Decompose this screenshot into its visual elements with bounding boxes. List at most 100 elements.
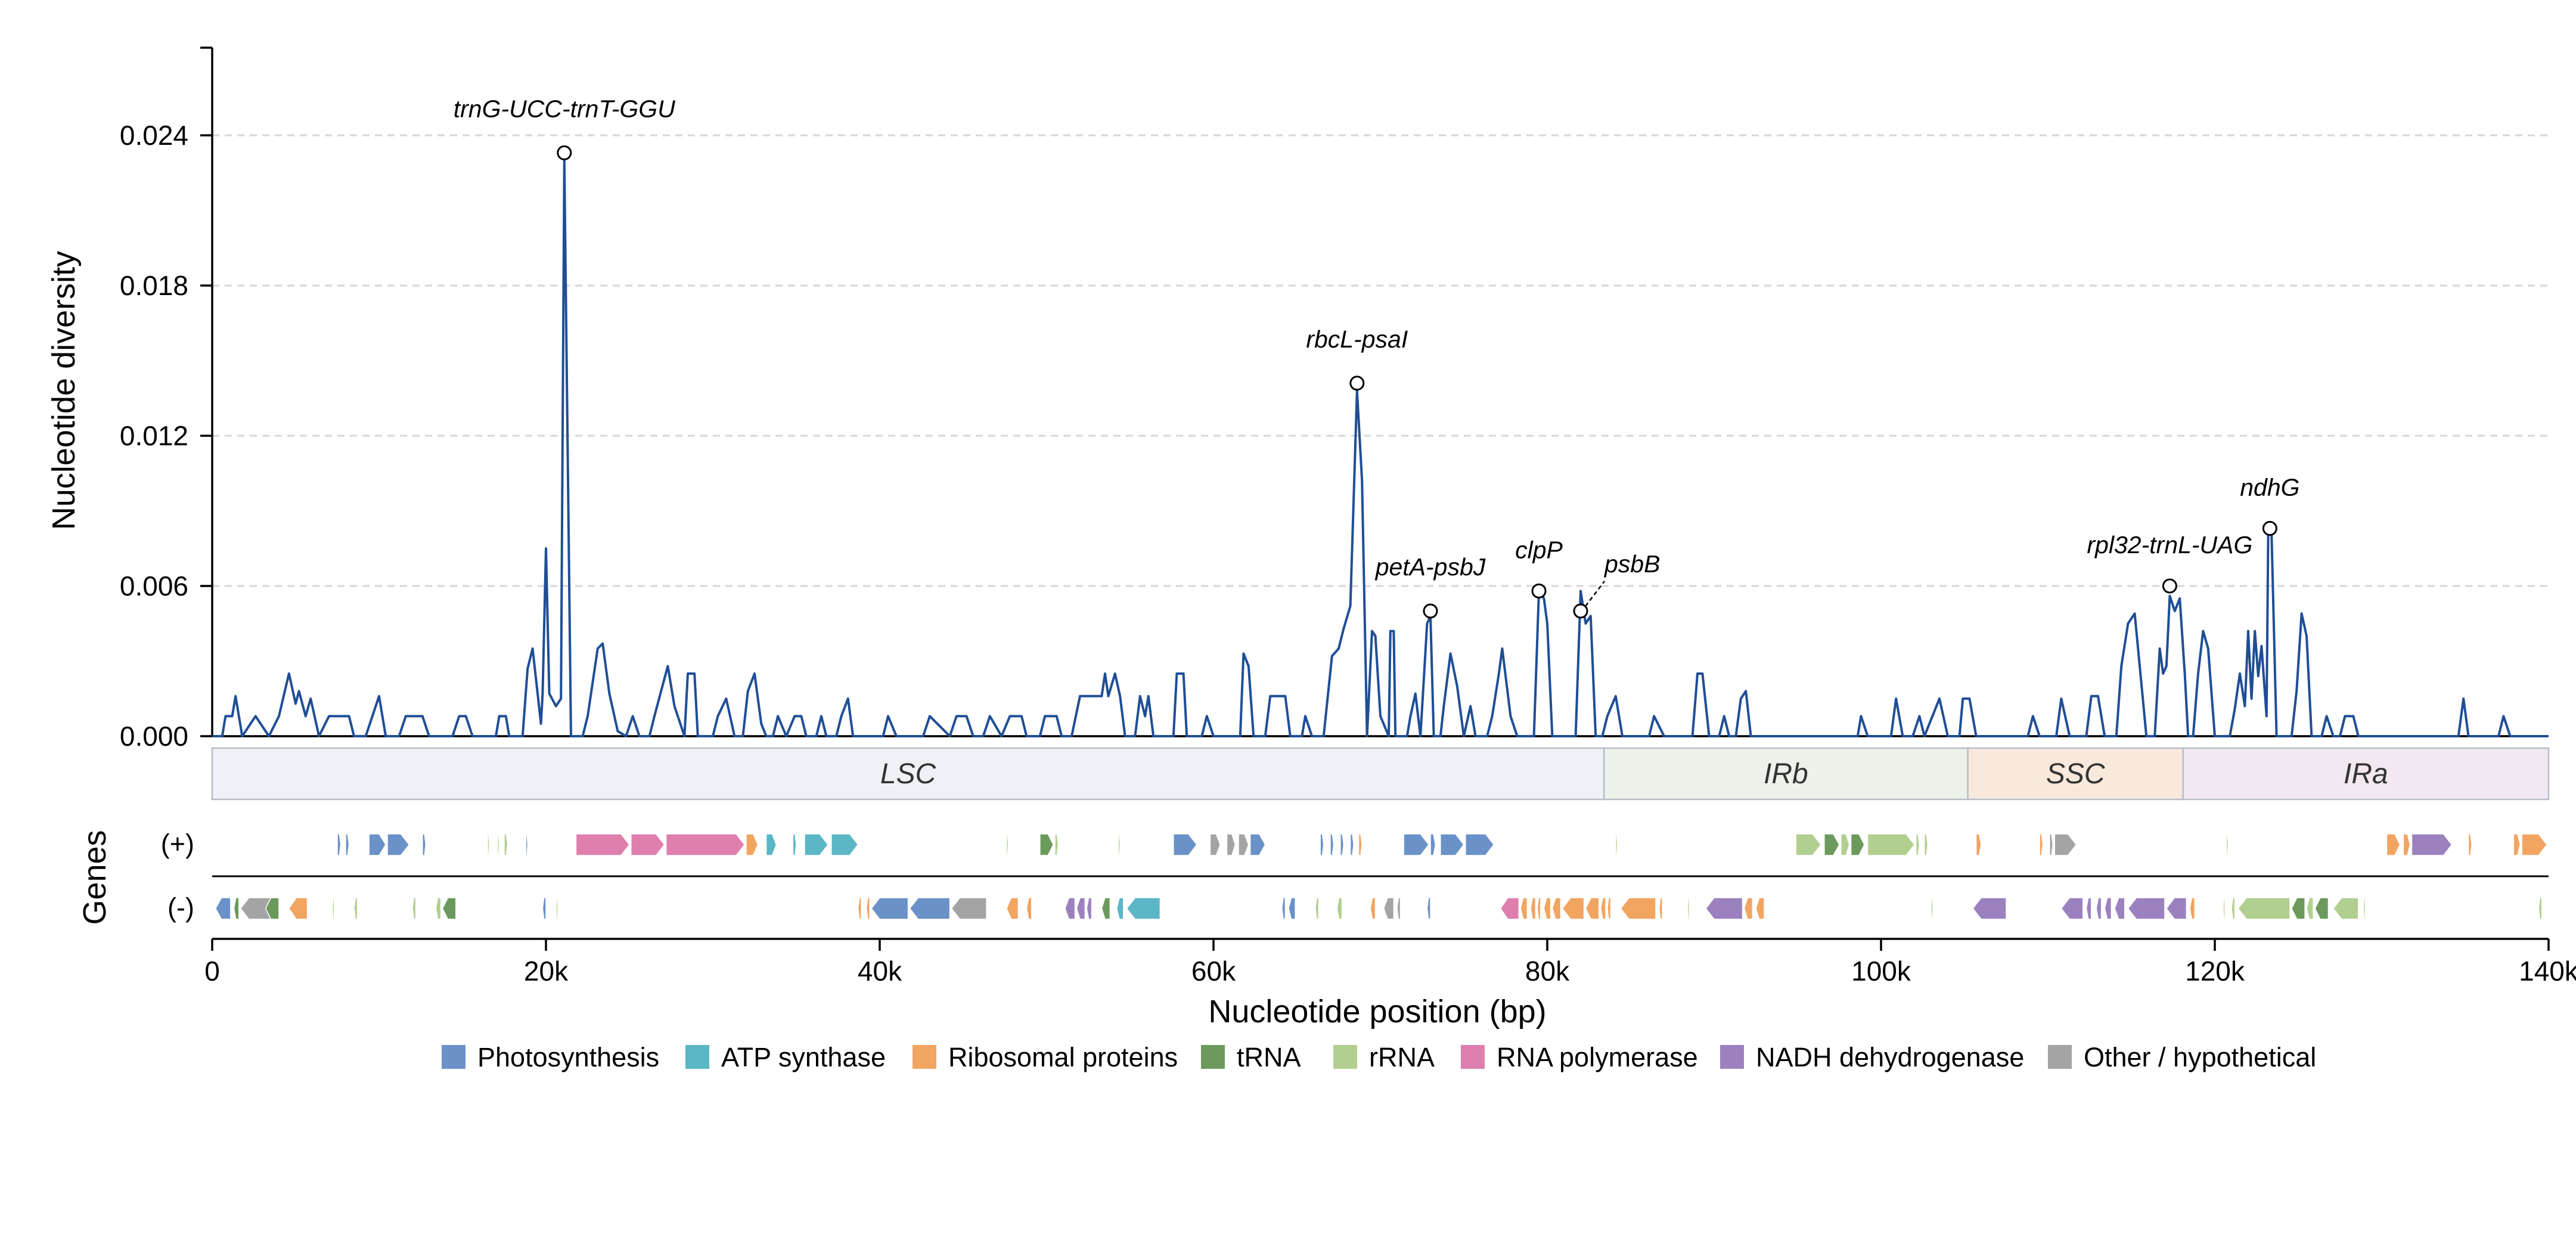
gene-feature (2060, 897, 2084, 920)
gene-feature (435, 897, 442, 920)
x-tick-label: 60k (1191, 956, 1236, 987)
region-label: SSC (2046, 758, 2105, 790)
legend-label: ATP synthase (721, 1042, 886, 1072)
gene-feature (2165, 897, 2187, 920)
gene-feature (2085, 897, 2092, 920)
gene-feature (1118, 833, 1121, 856)
gene-feature (1116, 897, 1124, 920)
legend-swatch (1201, 1045, 1225, 1069)
gene-feature (1543, 897, 1551, 920)
gene-feature (542, 897, 547, 920)
legend-swatch (1720, 1045, 1744, 1069)
legend-swatch (913, 1045, 936, 1069)
peak-marker (2162, 578, 2177, 594)
legend-label: RNA polymerase (1497, 1042, 1698, 1072)
gene-feature (1440, 833, 1464, 856)
series-layer (212, 159, 2549, 737)
legend-swatch (685, 1045, 709, 1069)
gene-feature (2189, 897, 2196, 920)
gene-feature (555, 897, 558, 920)
gene-feature (442, 897, 457, 920)
gene-feature (1607, 897, 1612, 920)
gene-feature (1687, 897, 1690, 920)
gene-feature (1585, 897, 1600, 920)
gene-feature (487, 833, 490, 856)
gene-feature (1530, 897, 1537, 920)
gene-feature (1101, 897, 1111, 920)
gene-feature (804, 833, 829, 856)
gene-feature (1924, 833, 1929, 856)
gene-feature (631, 833, 665, 856)
gene-feature (1931, 897, 1933, 920)
gene-feature (1850, 833, 1865, 856)
gene-feature (1076, 897, 1086, 920)
gene-feature (1226, 833, 1236, 856)
gene-feature (1126, 897, 1161, 920)
grid-layer (212, 134, 2549, 587)
gene-feature (2403, 833, 2411, 856)
gene-feature (2104, 897, 2112, 920)
gene-feature (331, 897, 335, 920)
gene-feature (1383, 897, 1395, 920)
y-tick-label: 0.024 (120, 120, 188, 151)
gene-feature (857, 897, 862, 920)
gene-feature (746, 833, 759, 856)
gene-feature (2114, 897, 2125, 920)
legend-label: Ribosomal proteins (948, 1042, 1178, 1072)
gene-feature (497, 833, 500, 856)
gene-feature (831, 833, 859, 856)
peak-marker (1349, 376, 1365, 391)
gene-feature (2468, 833, 2472, 856)
gene-feature (1867, 833, 1915, 856)
gene-feature (353, 897, 358, 920)
gene-feature (1705, 897, 1743, 920)
gene-feature (2314, 897, 2329, 920)
gene-feature (1972, 897, 2007, 920)
gene-feature (1658, 897, 1663, 920)
x-tick-label: 100k (1851, 956, 1911, 987)
gene-feature (1520, 897, 1528, 920)
legend-label: Photosynthesis (477, 1042, 659, 1072)
gene-track (212, 833, 2549, 920)
region-bar: LSC IRb SSC IRa (211, 747, 2550, 801)
gene-feature (1358, 833, 1363, 856)
gene-feature (1281, 897, 1286, 920)
peak-marker (1423, 603, 1438, 619)
gene-feature (2049, 833, 2054, 856)
x-tick-label: 120k (2185, 956, 2245, 987)
legend-swatch (442, 1045, 465, 1069)
gene-feature (2127, 897, 2165, 920)
gene-feature (2306, 897, 2314, 920)
gene-feature (2231, 897, 2236, 920)
gene-feature (1005, 897, 1019, 920)
genes-axis-title: Genes (77, 830, 113, 925)
y-tick-label: 0.006 (120, 570, 188, 601)
gene-feature (233, 897, 240, 920)
gene-feature (504, 833, 508, 856)
gene-feature (1288, 897, 1296, 920)
gene-feature (1841, 833, 1850, 856)
legend-label: NADH dehydrogenase (1756, 1042, 2024, 1072)
gene-feature (1537, 897, 1541, 920)
peak-label: rbcL-psaI (1306, 325, 1408, 353)
gene-feature (412, 897, 417, 920)
region-box (1967, 747, 2184, 801)
gene-feature (1370, 897, 1376, 920)
annotation-leader (1585, 581, 1605, 607)
gene-feature (765, 833, 777, 856)
y-axis-title: Nucleotide diversity (46, 251, 82, 530)
legend-swatch (1333, 1045, 1357, 1069)
peak-label: trnG-UCC-trnT-GGU (454, 95, 675, 122)
gene-feature (1426, 897, 1431, 920)
gene-feature (2039, 833, 2044, 856)
peak-label: ndhG (2240, 473, 2299, 501)
gene-feature (2291, 897, 2305, 920)
axes-layer: 0.000 0.006 0.012 0.018 0.024 0 20k 40k 60k 80k 10… (120, 46, 2576, 987)
gene-feature (1173, 833, 1197, 856)
gene-feature (1006, 833, 1009, 856)
gene-feature (422, 833, 427, 856)
gene-feature (2411, 833, 2453, 856)
gene-feature (1620, 897, 1656, 920)
gene-feature (215, 897, 231, 920)
gene-feature (1755, 897, 1765, 920)
